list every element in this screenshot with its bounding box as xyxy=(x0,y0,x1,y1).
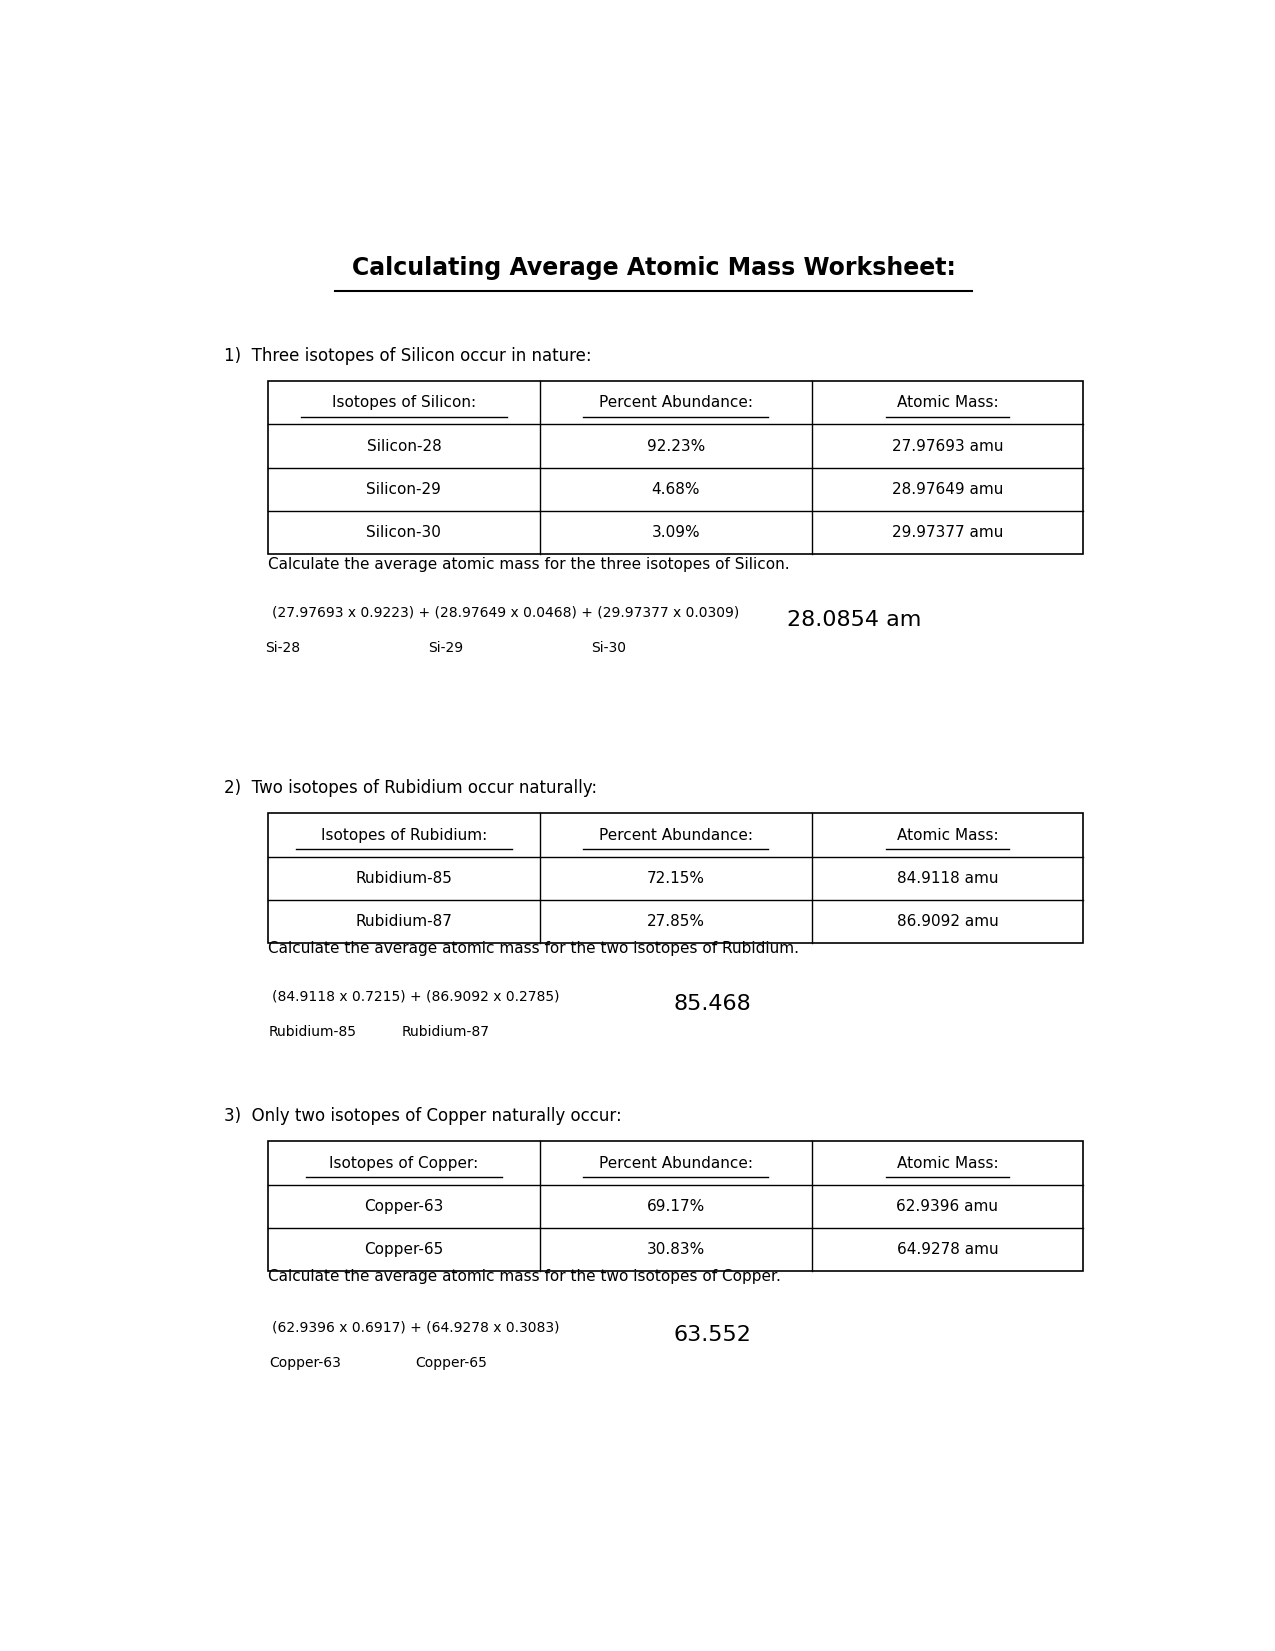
Text: 27.85%: 27.85% xyxy=(646,915,705,930)
Text: 28.0854 am: 28.0854 am xyxy=(787,611,922,631)
Text: Percent Abundance:: Percent Abundance: xyxy=(599,1156,752,1171)
Text: Percent Abundance:: Percent Abundance: xyxy=(599,395,752,411)
Text: Isotopes of Copper:: Isotopes of Copper: xyxy=(329,1156,478,1171)
Text: Silicon-28: Silicon-28 xyxy=(366,439,441,454)
Text: Rubidium-87: Rubidium-87 xyxy=(356,915,453,930)
Text: Calculate the average atomic mass for the three isotopes of Silicon.: Calculate the average atomic mass for th… xyxy=(268,556,789,571)
Text: (27.97693 x 0.9223) + (28.97649 x 0.0468) + (29.97377 x 0.0309): (27.97693 x 0.9223) + (28.97649 x 0.0468… xyxy=(272,606,740,619)
Text: 72.15%: 72.15% xyxy=(646,870,705,885)
Text: Copper-65: Copper-65 xyxy=(365,1242,444,1256)
Text: Copper-65: Copper-65 xyxy=(414,1355,487,1370)
Text: 64.9278 amu: 64.9278 amu xyxy=(896,1242,998,1256)
Text: Silicon-29: Silicon-29 xyxy=(366,482,441,497)
Text: Calculate the average atomic mass for the two isotopes of Rubidium.: Calculate the average atomic mass for th… xyxy=(268,941,799,956)
Text: (84.9118 x 0.7215) + (86.9092 x 0.2785): (84.9118 x 0.7215) + (86.9092 x 0.2785) xyxy=(272,989,560,1004)
Text: 92.23%: 92.23% xyxy=(646,439,705,454)
Text: 28.97649 amu: 28.97649 amu xyxy=(891,482,1003,497)
Bar xyxy=(268,381,1084,555)
Text: Si-30: Si-30 xyxy=(592,641,626,655)
Text: 63.552: 63.552 xyxy=(673,1324,751,1344)
Text: Rubidium-85: Rubidium-85 xyxy=(269,1025,357,1038)
Text: Atomic Mass:: Atomic Mass: xyxy=(896,827,998,842)
Text: Rubidium-87: Rubidium-87 xyxy=(402,1025,490,1038)
Text: Atomic Mass:: Atomic Mass: xyxy=(896,395,998,411)
Text: 4.68%: 4.68% xyxy=(652,482,700,497)
Text: Atomic Mass:: Atomic Mass: xyxy=(896,1156,998,1171)
Text: 27.97693 amu: 27.97693 amu xyxy=(891,439,1003,454)
Text: Isotopes of Rubidium:: Isotopes of Rubidium: xyxy=(321,827,487,842)
Text: 69.17%: 69.17% xyxy=(646,1199,705,1213)
Text: (62.9396 x 0.6917) + (64.9278 x 0.3083): (62.9396 x 0.6917) + (64.9278 x 0.3083) xyxy=(272,1321,560,1334)
Text: Calculating Average Atomic Mass Worksheet:: Calculating Average Atomic Mass Workshee… xyxy=(352,256,955,281)
Text: 85.468: 85.468 xyxy=(673,994,751,1014)
Bar xyxy=(268,1141,1084,1271)
Bar xyxy=(268,814,1084,943)
Text: Rubidium-85: Rubidium-85 xyxy=(356,870,453,885)
Text: 1)  Three isotopes of Silicon occur in nature:: 1) Three isotopes of Silicon occur in na… xyxy=(223,347,592,365)
Text: Copper-63: Copper-63 xyxy=(270,1355,342,1370)
Text: Si-29: Si-29 xyxy=(428,641,464,655)
Text: 3)  Only two isotopes of Copper naturally occur:: 3) Only two isotopes of Copper naturally… xyxy=(223,1106,621,1124)
Text: Percent Abundance:: Percent Abundance: xyxy=(599,827,752,842)
Text: 30.83%: 30.83% xyxy=(646,1242,705,1256)
Text: 2)  Two isotopes of Rubidium occur naturally:: 2) Two isotopes of Rubidium occur natura… xyxy=(223,779,597,797)
Text: 86.9092 amu: 86.9092 amu xyxy=(896,915,998,930)
Text: Copper-63: Copper-63 xyxy=(365,1199,444,1213)
Text: 3.09%: 3.09% xyxy=(652,525,700,540)
Text: Calculate the average atomic mass for the two isotopes of Copper.: Calculate the average atomic mass for th… xyxy=(268,1268,782,1284)
Text: Si-28: Si-28 xyxy=(265,641,301,655)
Text: 29.97377 amu: 29.97377 amu xyxy=(891,525,1003,540)
Text: 84.9118 amu: 84.9118 amu xyxy=(896,870,998,885)
Text: Silicon-30: Silicon-30 xyxy=(366,525,441,540)
Text: 62.9396 amu: 62.9396 amu xyxy=(896,1199,998,1213)
Text: Isotopes of Silicon:: Isotopes of Silicon: xyxy=(332,395,476,411)
